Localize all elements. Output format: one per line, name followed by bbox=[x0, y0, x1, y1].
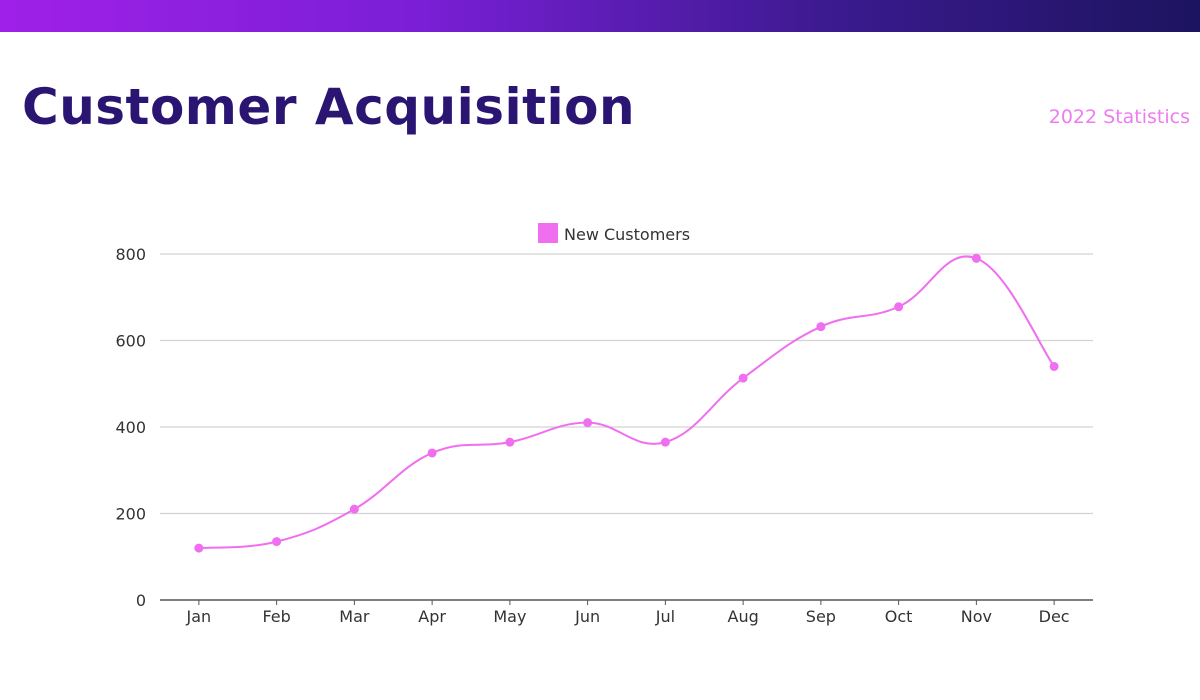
x-tick-label: Jun bbox=[574, 607, 600, 626]
x-tick-label: Jul bbox=[655, 607, 675, 626]
x-tick-label: Sep bbox=[806, 607, 836, 626]
y-tick-label: 200 bbox=[115, 505, 146, 524]
axes: 0 200 400 600 800 Jan Feb Mar Apr May Jun Jul Aug Sep… bbox=[115, 245, 1093, 626]
x-tick-label: Feb bbox=[262, 607, 290, 626]
x-tick-label: Jan bbox=[186, 607, 212, 626]
data-point bbox=[505, 437, 515, 447]
series-points bbox=[194, 253, 1059, 553]
page-subtitle: 2022 Statistics bbox=[1048, 106, 1190, 128]
legend-swatch bbox=[538, 223, 558, 243]
x-tick-label: Aug bbox=[728, 607, 759, 626]
data-point bbox=[194, 543, 204, 553]
page-title: Customer Acquisition bbox=[22, 78, 636, 136]
data-point bbox=[816, 322, 826, 332]
y-tick-label: 400 bbox=[115, 418, 146, 437]
x-tick-label: Mar bbox=[339, 607, 370, 626]
series-lines bbox=[198, 255, 1055, 550]
data-point bbox=[894, 302, 904, 312]
y-tick-label: 0 bbox=[136, 591, 146, 610]
data-point bbox=[738, 373, 748, 383]
data-point bbox=[1049, 361, 1059, 371]
x-tick-label: Nov bbox=[961, 607, 992, 626]
top-banner bbox=[0, 0, 1200, 32]
x-tick-label: Oct bbox=[885, 607, 913, 626]
x-tick-label: Dec bbox=[1039, 607, 1070, 626]
x-tick-label: Apr bbox=[418, 607, 446, 626]
data-point bbox=[272, 537, 282, 547]
data-point bbox=[971, 253, 981, 263]
series-line-0 bbox=[198, 255, 1055, 550]
data-point bbox=[660, 437, 670, 447]
data-point bbox=[349, 504, 359, 514]
legend: New Customers bbox=[538, 223, 690, 244]
x-tick-label: May bbox=[493, 607, 526, 626]
y-tick-label: 600 bbox=[115, 332, 146, 351]
y-tick-label: 800 bbox=[115, 245, 146, 264]
grid-lines bbox=[160, 253, 1093, 515]
data-point bbox=[427, 448, 437, 458]
legend-label: New Customers bbox=[564, 225, 690, 244]
data-point bbox=[583, 418, 593, 428]
